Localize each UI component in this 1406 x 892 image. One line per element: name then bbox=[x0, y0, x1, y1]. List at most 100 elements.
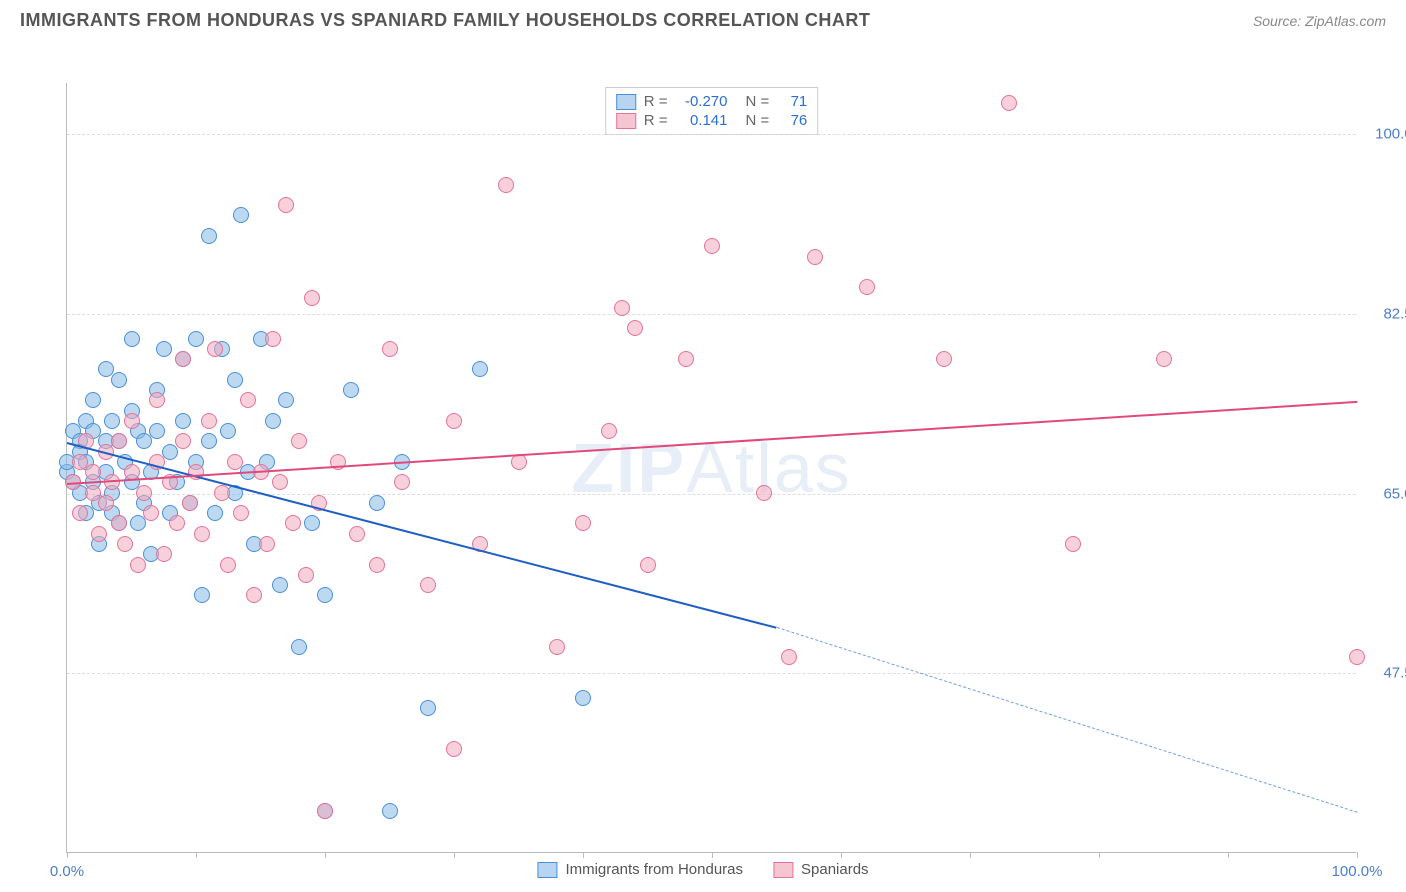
x-tick bbox=[1357, 852, 1358, 858]
data-point-spaniards bbox=[1156, 351, 1172, 367]
data-point-honduras bbox=[272, 577, 288, 593]
x-tick bbox=[712, 852, 713, 858]
data-point-honduras bbox=[149, 423, 165, 439]
r-label: R = bbox=[644, 93, 668, 110]
data-point-honduras bbox=[194, 587, 210, 603]
legend-stat-row: R =-0.270N =71 bbox=[616, 92, 808, 111]
r-label: R = bbox=[644, 112, 668, 129]
data-point-honduras bbox=[188, 331, 204, 347]
gridline bbox=[67, 134, 1356, 135]
gridline bbox=[67, 314, 1356, 315]
data-point-spaniards bbox=[446, 741, 462, 757]
data-point-spaniards bbox=[220, 557, 236, 573]
n-value: 71 bbox=[777, 93, 807, 110]
data-point-honduras bbox=[420, 700, 436, 716]
data-point-spaniards bbox=[420, 577, 436, 593]
trend-line bbox=[776, 627, 1357, 813]
data-point-spaniards bbox=[498, 177, 514, 193]
data-point-spaniards bbox=[240, 392, 256, 408]
x-tick bbox=[1228, 852, 1229, 858]
data-point-spaniards bbox=[130, 557, 146, 573]
gridline bbox=[67, 673, 1356, 674]
plot-area: ZIPAtlas R =-0.270N =71R =0.141N =76 47.… bbox=[66, 83, 1356, 853]
data-point-spaniards bbox=[169, 515, 185, 531]
data-point-spaniards bbox=[285, 515, 301, 531]
data-point-honduras bbox=[207, 505, 223, 521]
legend-item: Spaniards bbox=[773, 861, 869, 878]
y-tick-label: 82.5% bbox=[1366, 306, 1406, 323]
data-point-honduras bbox=[201, 228, 217, 244]
data-point-spaniards bbox=[201, 413, 217, 429]
data-point-spaniards bbox=[446, 413, 462, 429]
data-point-spaniards bbox=[91, 526, 107, 542]
data-point-spaniards bbox=[1065, 536, 1081, 552]
legend-swatch bbox=[616, 94, 636, 110]
data-point-spaniards bbox=[781, 649, 797, 665]
data-point-spaniards bbox=[265, 331, 281, 347]
data-point-spaniards bbox=[136, 485, 152, 501]
x-tick bbox=[1099, 852, 1100, 858]
data-point-honduras bbox=[369, 495, 385, 511]
data-point-honduras bbox=[265, 413, 281, 429]
data-point-spaniards bbox=[575, 515, 591, 531]
data-point-spaniards bbox=[291, 433, 307, 449]
data-point-spaniards bbox=[807, 249, 823, 265]
data-point-spaniards bbox=[298, 567, 314, 583]
data-point-honduras bbox=[304, 515, 320, 531]
data-point-honduras bbox=[233, 207, 249, 223]
data-point-spaniards bbox=[124, 413, 140, 429]
data-point-spaniards bbox=[182, 495, 198, 511]
legend-label: Spaniards bbox=[801, 861, 869, 878]
data-point-honduras bbox=[124, 331, 140, 347]
data-point-spaniards bbox=[549, 639, 565, 655]
r-value: -0.270 bbox=[676, 93, 728, 110]
chart-title: IMMIGRANTS FROM HONDURAS VS SPANIARD FAM… bbox=[20, 10, 870, 31]
r-value: 0.141 bbox=[676, 112, 728, 129]
data-point-spaniards bbox=[304, 290, 320, 306]
data-point-spaniards bbox=[111, 515, 127, 531]
data-point-honduras bbox=[382, 803, 398, 819]
data-point-spaniards bbox=[111, 433, 127, 449]
data-point-spaniards bbox=[149, 392, 165, 408]
data-point-spaniards bbox=[1349, 649, 1365, 665]
data-point-spaniards bbox=[214, 485, 230, 501]
data-point-honduras bbox=[220, 423, 236, 439]
data-point-spaniards bbox=[175, 433, 191, 449]
data-point-spaniards bbox=[227, 454, 243, 470]
data-point-spaniards bbox=[194, 526, 210, 542]
data-point-honduras bbox=[575, 690, 591, 706]
data-point-spaniards bbox=[272, 474, 288, 490]
data-point-honduras bbox=[472, 361, 488, 377]
data-point-spaniards bbox=[85, 464, 101, 480]
data-point-honduras bbox=[104, 413, 120, 429]
data-point-spaniards bbox=[278, 197, 294, 213]
legend-swatch bbox=[773, 862, 793, 878]
y-tick-label: 100.0% bbox=[1366, 126, 1406, 143]
data-point-spaniards bbox=[640, 557, 656, 573]
data-point-spaniards bbox=[394, 474, 410, 490]
x-tick bbox=[67, 852, 68, 858]
data-point-spaniards bbox=[936, 351, 952, 367]
x-tick bbox=[841, 852, 842, 858]
legend-stat-row: R =0.141N =76 bbox=[616, 111, 808, 130]
data-point-spaniards bbox=[175, 351, 191, 367]
data-point-honduras bbox=[156, 341, 172, 357]
data-point-spaniards bbox=[246, 587, 262, 603]
data-point-honduras bbox=[85, 392, 101, 408]
x-tick bbox=[196, 852, 197, 858]
legend-label: Immigrants from Honduras bbox=[565, 861, 743, 878]
data-point-spaniards bbox=[207, 341, 223, 357]
legend-swatch bbox=[537, 862, 557, 878]
data-point-spaniards bbox=[117, 536, 133, 552]
data-point-spaniards bbox=[143, 505, 159, 521]
data-point-spaniards bbox=[756, 485, 772, 501]
data-point-spaniards bbox=[369, 557, 385, 573]
x-tick bbox=[454, 852, 455, 858]
data-point-spaniards bbox=[678, 351, 694, 367]
data-point-honduras bbox=[317, 587, 333, 603]
data-point-honduras bbox=[343, 382, 359, 398]
n-label: N = bbox=[746, 112, 770, 129]
legend-item: Immigrants from Honduras bbox=[537, 861, 743, 878]
data-point-spaniards bbox=[704, 238, 720, 254]
legend-series: Immigrants from Honduras Spaniards bbox=[537, 861, 868, 878]
